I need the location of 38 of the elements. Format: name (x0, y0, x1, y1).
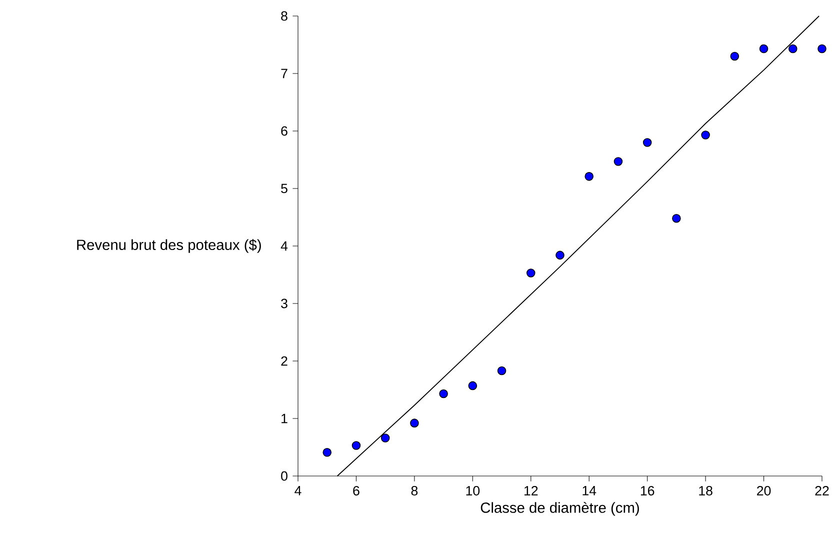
x-tick-label: 20 (757, 486, 771, 496)
y-tick-label: 5 (281, 184, 288, 194)
point (614, 157, 623, 166)
point (672, 214, 681, 223)
point (497, 366, 506, 376)
y-axis-title: Revenu brut des poteaux ($) (77, 239, 261, 253)
x-tick-label: 18 (699, 486, 712, 496)
y-tick-label: 0 (281, 471, 288, 481)
point (468, 381, 478, 390)
x-tick-label: 22 (815, 486, 829, 496)
x-tick-label: 4 (294, 486, 302, 496)
y-tick-label: 1 (282, 414, 288, 424)
y-tick-label: 4 (280, 241, 288, 251)
x-tick-label: 8 (411, 486, 418, 496)
point (526, 268, 536, 278)
x-tick-label: 12 (524, 486, 538, 496)
point (730, 52, 740, 61)
point (352, 441, 361, 450)
point (642, 138, 652, 147)
point (439, 389, 448, 398)
point (584, 172, 594, 181)
y-tick-label: 3 (281, 298, 288, 308)
y-tick-label: 2 (281, 356, 288, 366)
point (788, 44, 798, 54)
point (322, 448, 332, 457)
x-tick-label: 6 (353, 486, 360, 496)
x-axis-title: Classe de diamètre (cm) (480, 502, 639, 516)
point (410, 418, 419, 428)
y-tick-label: 6 (281, 126, 288, 136)
x-tick-label: 10 (466, 486, 480, 496)
point (701, 130, 710, 140)
x-tick-label: 16 (640, 486, 654, 496)
point (759, 44, 768, 54)
point (556, 250, 564, 260)
point (380, 434, 390, 442)
x-tick-label: 14 (582, 486, 596, 496)
y-tick-label: 7 (281, 68, 288, 78)
y-tick-label: 8 (281, 11, 288, 21)
